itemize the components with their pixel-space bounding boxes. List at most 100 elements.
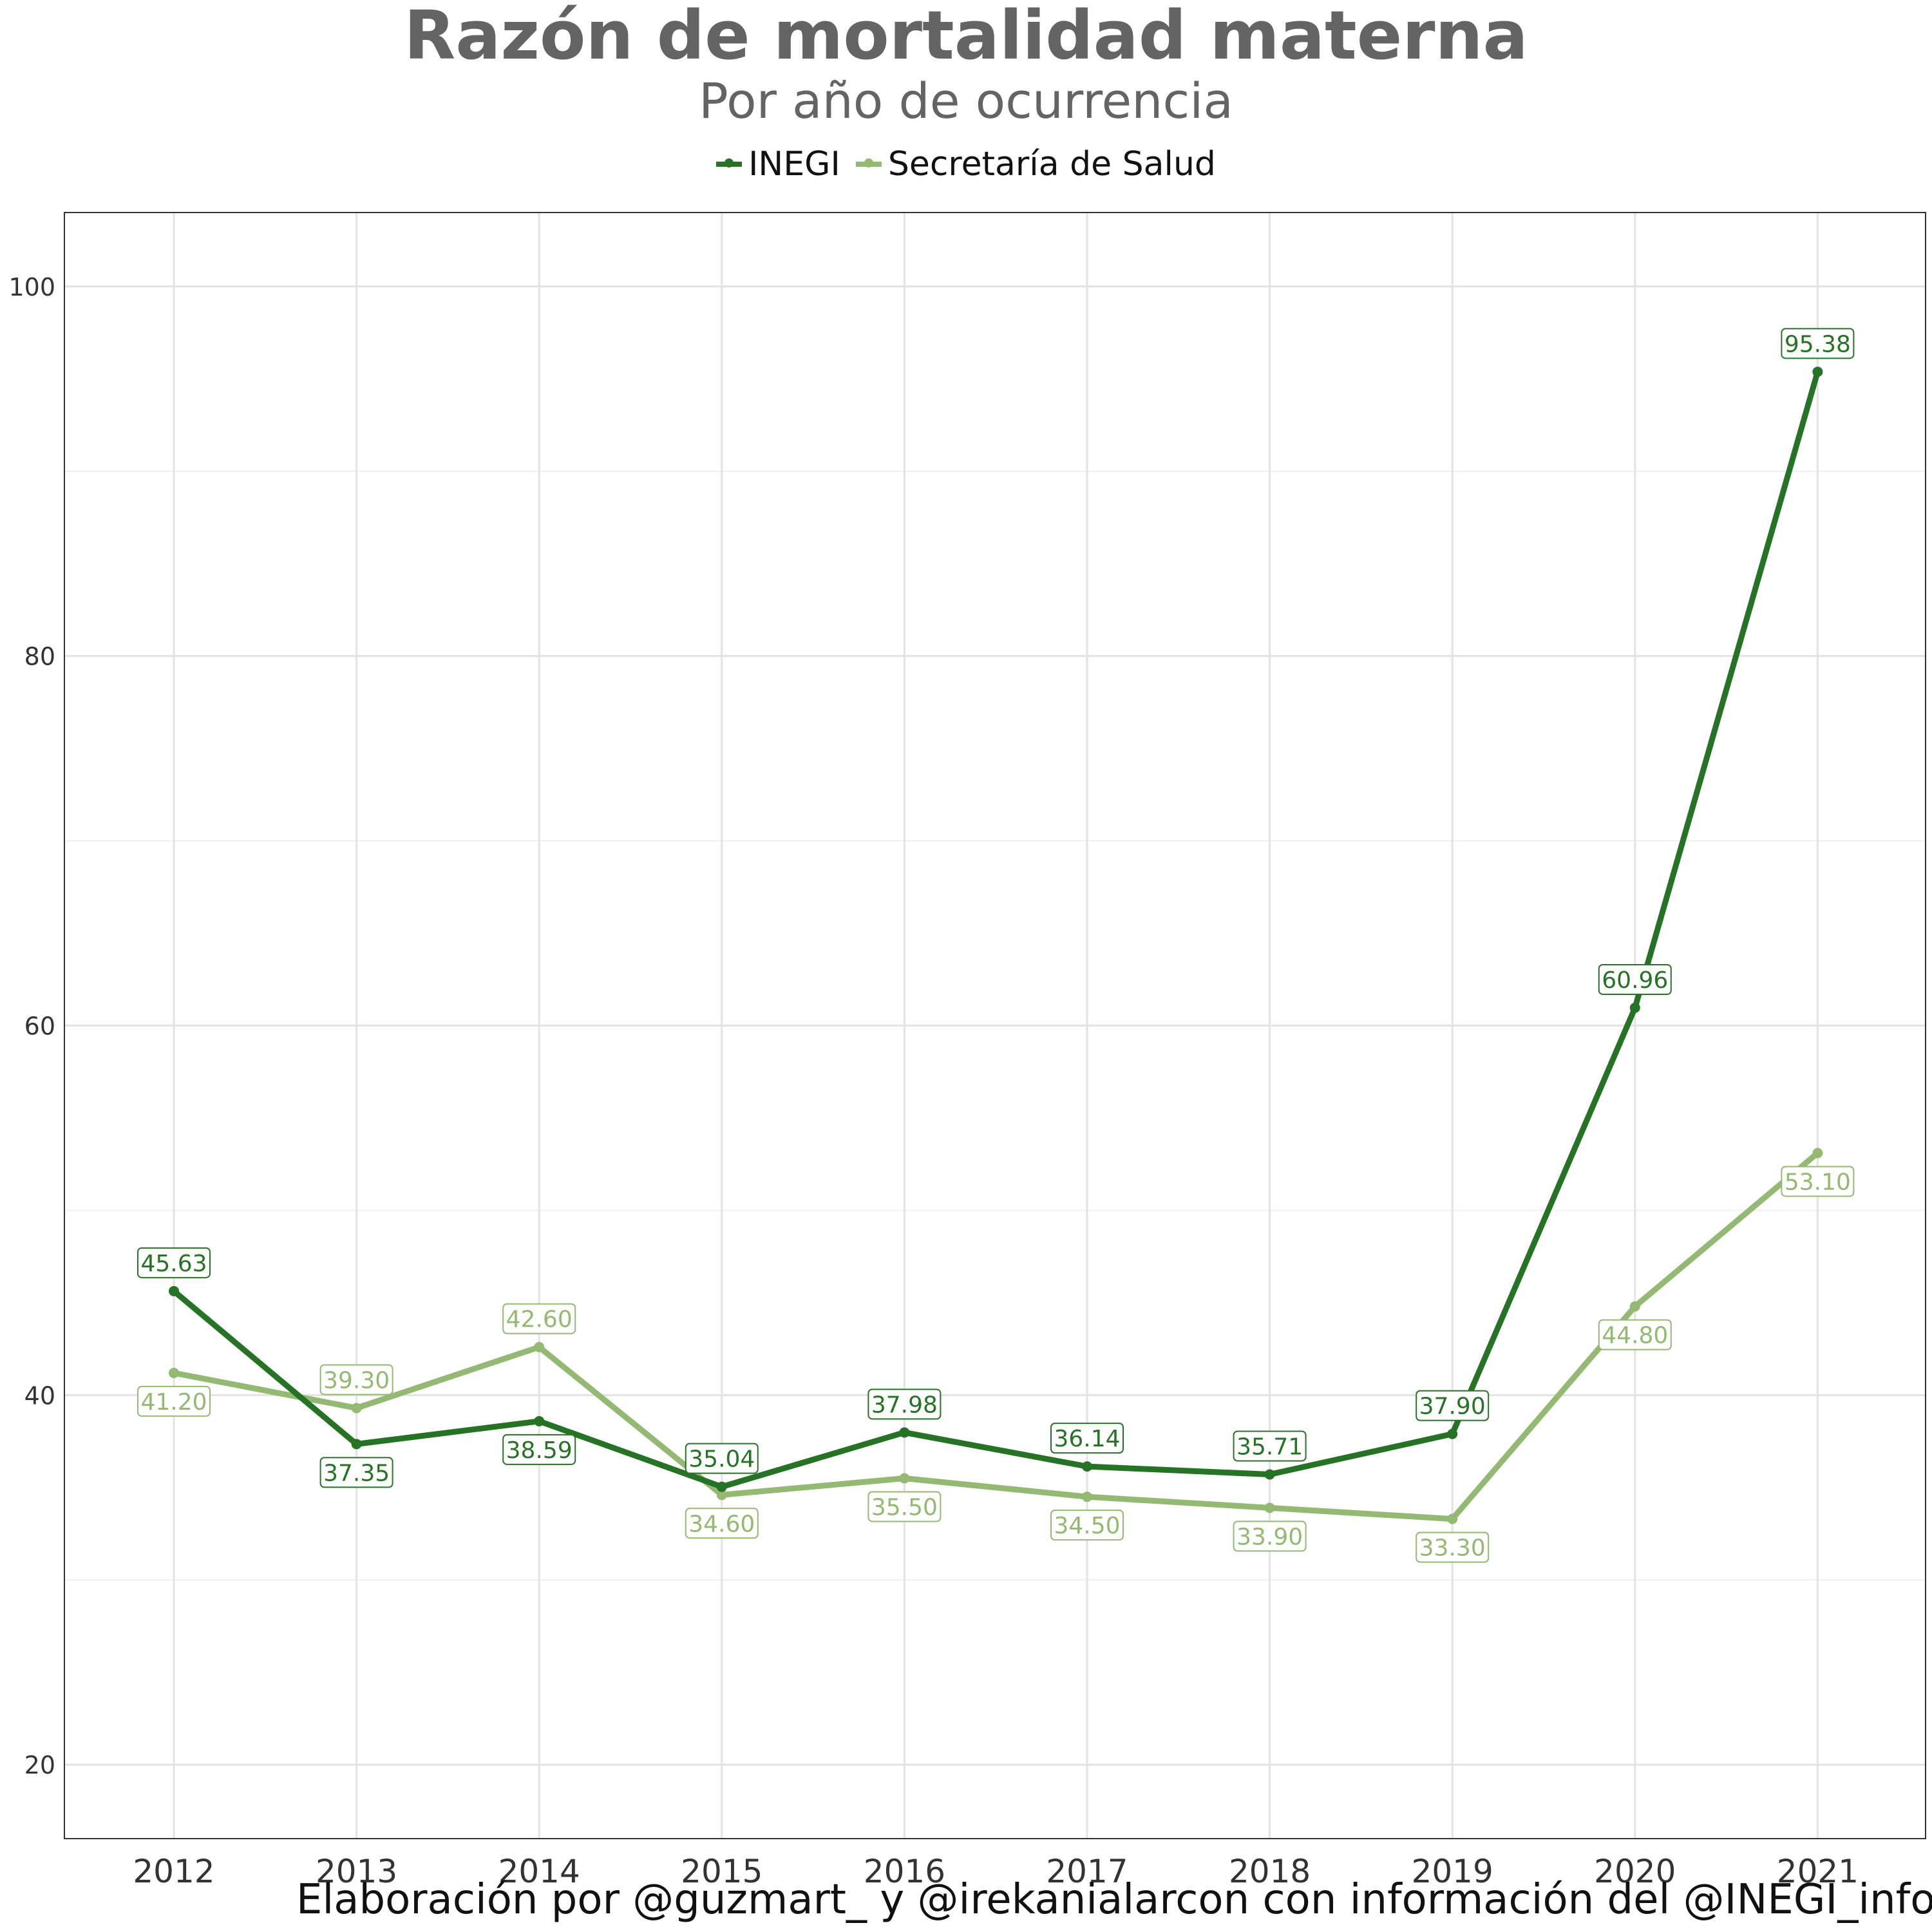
data-label-text: 37.90 — [1419, 1394, 1486, 1420]
x-tick-label: 2019 — [1412, 1853, 1493, 1890]
data-label-box — [685, 1508, 759, 1539]
data-label-text: 53.10 — [1785, 1169, 1851, 1195]
data-label-box — [502, 1434, 576, 1465]
data-point-secretaria — [1264, 1502, 1275, 1513]
x-tick-label: 2013 — [316, 1853, 397, 1890]
y-tick-label: 80 — [24, 643, 55, 671]
data-label-text: 35.04 — [688, 1446, 755, 1473]
x-tick-label: 2017 — [1046, 1853, 1128, 1890]
data-label-text: 42.60 — [506, 1307, 573, 1333]
data-point-inegi — [716, 1481, 727, 1492]
data-label-text: 35.71 — [1236, 1434, 1303, 1460]
data-point-secretaria — [899, 1473, 910, 1484]
x-tick-label: 2016 — [864, 1853, 945, 1890]
data-label-inegi: 37.90 — [1416, 1390, 1490, 1421]
data-label-text: 95.38 — [1785, 331, 1851, 357]
data-label-box — [502, 1303, 576, 1334]
data-label-text: 38.59 — [506, 1437, 573, 1464]
y-tick-label: 60 — [24, 1012, 55, 1041]
y-tick-label: 20 — [24, 1751, 55, 1779]
data-label-secretaria: 44.80 — [1598, 1319, 1672, 1350]
caption: Elaboración por @guzmart_ y @irekanialar… — [296, 1876, 1932, 1924]
data-label-text: 37.98 — [871, 1392, 938, 1418]
data-label-box — [685, 1443, 759, 1474]
data-point-secretaria — [716, 1490, 727, 1501]
data-point-inegi — [1629, 1002, 1640, 1013]
data-point-inegi — [1447, 1428, 1458, 1439]
legend-label-inegi: INEGI — [748, 145, 840, 184]
data-label-box — [137, 1385, 211, 1417]
data-point-inegi — [1082, 1461, 1092, 1472]
data-label-box — [319, 1364, 393, 1396]
legend-swatch-inegi — [716, 158, 743, 167]
y-tick-label: 100 — [8, 273, 55, 301]
data-label-inegi: 45.63 — [137, 1247, 211, 1278]
data-label-secretaria: 53.10 — [1781, 1166, 1855, 1197]
x-tick-label: 2020 — [1594, 1853, 1676, 1890]
series-line-inegi — [171, 368, 1821, 1490]
data-label-box — [319, 1457, 393, 1488]
data-label-secretaria: 35.50 — [867, 1491, 942, 1522]
data-point-inegi — [1812, 366, 1823, 377]
y-tick-label: 40 — [24, 1381, 55, 1410]
data-label-box — [1416, 1390, 1490, 1421]
data-point-inegi — [1264, 1469, 1275, 1480]
data-label-text: 36.14 — [1054, 1426, 1120, 1452]
data-label-text: 33.30 — [1419, 1535, 1486, 1562]
legend-item-secretaria: Secretaría de Salud — [855, 145, 1216, 184]
x-tick-label: 2014 — [498, 1853, 580, 1890]
data-label-inegi: 35.04 — [685, 1443, 759, 1474]
data-label-text: 44.80 — [1602, 1323, 1668, 1349]
chart-subtitle: Por año de ocurrencia — [699, 72, 1233, 129]
data-label-secretaria: 34.50 — [1050, 1510, 1124, 1541]
data-label-box — [1233, 1520, 1307, 1552]
data-label-box — [867, 1388, 942, 1420]
data-point-inegi — [899, 1427, 910, 1438]
data-label-text: 34.50 — [1054, 1513, 1120, 1539]
panel-border — [64, 212, 1926, 1839]
data-point-secretaria — [1447, 1513, 1458, 1524]
data-label-box — [1598, 1319, 1672, 1350]
data-label-text: 33.90 — [1236, 1524, 1303, 1550]
data-point-secretaria — [1812, 1148, 1823, 1159]
data-label-secretaria: 33.90 — [1233, 1520, 1307, 1552]
data-label-box — [137, 1247, 211, 1278]
data-point-inegi — [351, 1439, 362, 1450]
data-point-inegi — [169, 1285, 179, 1296]
data-label-text: 60.96 — [1602, 967, 1668, 994]
chart-title: Razón de mortalidad materna — [404, 0, 1528, 75]
data-label-box — [867, 1491, 942, 1522]
data-label-box — [1416, 1531, 1490, 1563]
x-tick-label: 2021 — [1777, 1853, 1859, 1890]
data-label-box — [1233, 1430, 1307, 1462]
data-label-secretaria: 34.60 — [685, 1508, 759, 1539]
data-point-secretaria — [1082, 1492, 1092, 1502]
data-label-inegi: 37.98 — [867, 1388, 942, 1420]
data-label-text: 45.63 — [140, 1251, 207, 1277]
data-label-inegi: 37.35 — [319, 1457, 393, 1488]
legend: INEGI Secretaría de Salud — [0, 142, 1932, 187]
data-label-text: 41.20 — [140, 1389, 207, 1416]
data-label-inegi: 36.14 — [1050, 1423, 1124, 1454]
data-label-box — [1781, 328, 1855, 359]
data-label-secretaria: 42.60 — [502, 1303, 576, 1334]
data-point-secretaria — [351, 1403, 362, 1414]
x-tick-label: 2018 — [1229, 1853, 1311, 1890]
data-point-secretaria — [169, 1367, 179, 1378]
data-label-text: 39.30 — [323, 1367, 390, 1394]
legend-swatch-secretaria — [855, 158, 882, 167]
data-label-inegi: 60.96 — [1598, 963, 1672, 995]
data-label-text: 37.35 — [323, 1460, 390, 1486]
data-label-box — [1050, 1510, 1124, 1541]
data-point-secretaria — [1629, 1301, 1640, 1312]
legend-item-inegi: INEGI — [716, 145, 840, 184]
data-label-box — [1598, 963, 1672, 995]
data-point-secretaria — [534, 1341, 545, 1352]
x-tick-label: 2015 — [681, 1853, 762, 1890]
legend-label-secretaria: Secretaría de Salud — [887, 145, 1216, 184]
data-label-text: 35.50 — [871, 1494, 938, 1520]
x-tick-label: 2012 — [133, 1853, 214, 1890]
data-label-secretaria: 39.30 — [319, 1364, 393, 1396]
data-label-text: 34.60 — [688, 1511, 755, 1537]
